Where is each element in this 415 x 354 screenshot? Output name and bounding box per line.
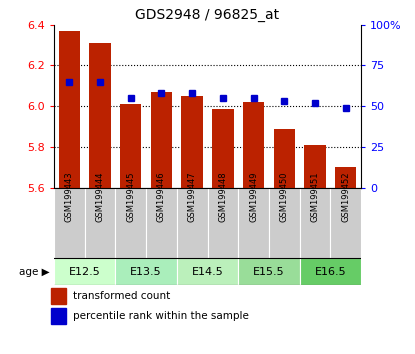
Bar (51, 308, 66, 324)
Text: E13.5: E13.5 (130, 267, 162, 277)
Bar (59, 31, 80, 188)
Text: GSM199446: GSM199446 (157, 171, 166, 222)
Text: transformed count: transformed count (73, 291, 171, 301)
Bar (335, 167, 356, 188)
Text: E12.5: E12.5 (69, 267, 100, 277)
Bar (304, 145, 326, 188)
Bar (300, 188, 330, 258)
Text: GSM199445: GSM199445 (126, 171, 135, 222)
Text: E15.5: E15.5 (253, 267, 285, 277)
Text: E14.5: E14.5 (192, 267, 223, 277)
Text: percentile rank within the sample: percentile rank within the sample (73, 311, 249, 321)
Bar (89, 43, 111, 188)
Bar (120, 104, 142, 188)
Bar (208, 188, 238, 258)
Text: GSM199447: GSM199447 (188, 171, 197, 222)
Text: GSM199444: GSM199444 (95, 171, 105, 222)
Bar (177, 188, 208, 258)
Bar (146, 188, 177, 258)
Text: GSM199449: GSM199449 (249, 171, 258, 222)
Text: E16.5: E16.5 (315, 267, 346, 277)
Text: age ▶: age ▶ (19, 267, 50, 277)
Text: GSM199450: GSM199450 (280, 171, 289, 222)
Bar (300, 258, 361, 285)
Bar (115, 188, 146, 258)
Bar (273, 129, 295, 188)
Bar (177, 258, 238, 285)
Text: GSM199452: GSM199452 (341, 171, 350, 222)
Bar (238, 188, 269, 258)
Bar (51, 288, 66, 304)
Title: GDS2948 / 96825_at: GDS2948 / 96825_at (135, 8, 280, 22)
Bar (330, 188, 361, 258)
Bar (115, 258, 177, 285)
Text: GSM199448: GSM199448 (218, 171, 227, 222)
Bar (54, 188, 85, 258)
Bar (243, 102, 264, 188)
Text: GSM199443: GSM199443 (65, 171, 74, 222)
Bar (212, 109, 234, 188)
Bar (85, 188, 115, 258)
Bar (151, 92, 172, 188)
Bar (238, 258, 300, 285)
Bar (269, 188, 300, 258)
Bar (181, 96, 203, 188)
Bar (54, 258, 115, 285)
Text: GSM199451: GSM199451 (310, 171, 320, 222)
